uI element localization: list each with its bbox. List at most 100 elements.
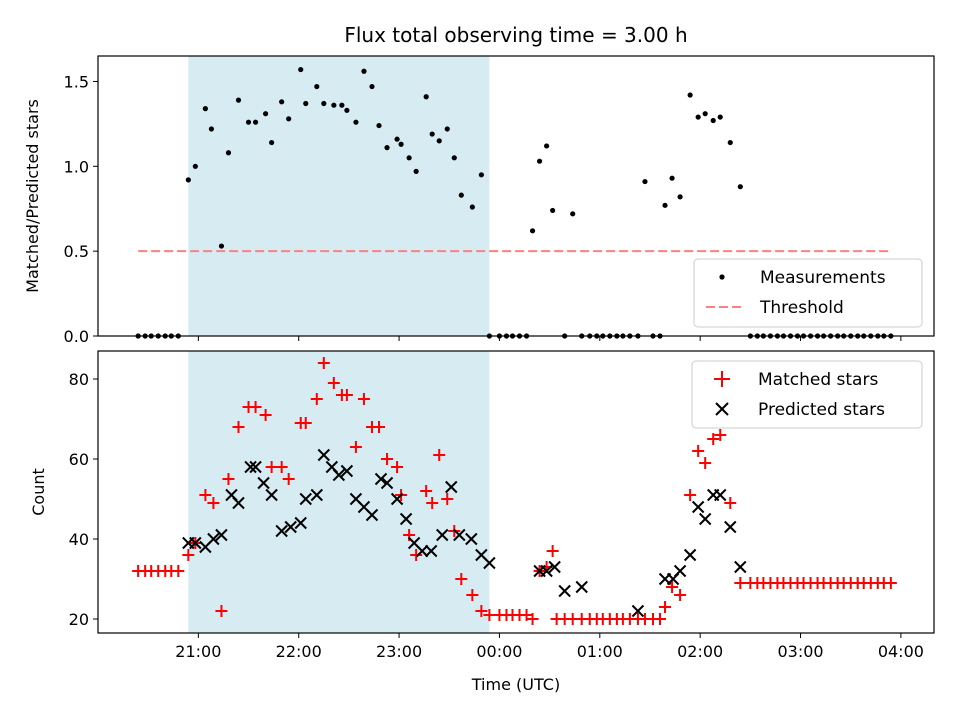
count-x-ticks: 21:00 22:00 23:00 00:00 01:00 02:00 03:00 04:00: [175, 633, 924, 661]
matched-stars-point: [373, 421, 386, 433]
measurements-point: [218, 243, 225, 249]
predicted-legend-marker: [715, 402, 729, 416]
predicted-stars-point: [714, 488, 727, 502]
measurements-point: [544, 143, 550, 149]
measurements-point: [353, 119, 359, 125]
predicted-stars-point: [734, 560, 747, 574]
matched-stars-point: [381, 453, 394, 465]
measurements-point: [286, 116, 292, 122]
measurements-point: [727, 139, 733, 146]
predicted-stars-point: [340, 464, 354, 478]
ratio-y-tick-label: 0.5: [64, 242, 89, 261]
predicted-stars-point: [189, 536, 202, 550]
matched-legend-marker: [714, 371, 730, 387]
measurements-point: [429, 131, 435, 137]
measurements-point: [344, 107, 350, 113]
matched-stars-point: [734, 577, 747, 589]
predicted-stars-point: [390, 492, 404, 506]
matched-stars-point: [310, 393, 323, 405]
count-y-tick-label: 40: [69, 530, 89, 549]
x-tick-label: 21:00: [175, 642, 221, 661]
ratio-x-ticks: [197, 336, 902, 341]
measurements-point: [279, 99, 285, 105]
matched-stars-point: [299, 417, 312, 429]
matched-stars-point: [357, 393, 370, 405]
matched-stars-point: [249, 401, 262, 413]
chart-title: Flux total observing time = 3.00 h: [344, 23, 687, 47]
measurements-point: [361, 68, 367, 74]
matched-stars-point: [199, 489, 212, 501]
predicted-stars-point: [698, 512, 712, 526]
matched-stars-point: [666, 581, 679, 593]
ratio-y-tick-label: 1.0: [64, 157, 89, 176]
count-y-tick-label: 60: [69, 450, 89, 469]
matched-stars-point: [232, 421, 245, 433]
predicted-stars-point: [575, 580, 588, 594]
predicted-stars-point: [232, 496, 245, 510]
predicted-stars-point: [683, 548, 697, 562]
predicted-stars-point: [294, 516, 307, 530]
measurements-point: [192, 163, 198, 169]
x-tick-label: 02:00: [677, 642, 723, 661]
predicted-stars-point: [244, 460, 257, 474]
measurements-point: [303, 100, 309, 107]
x-tick-label: 22:00: [276, 642, 322, 661]
count-legend: Matched stars Predicted stars: [691, 360, 923, 429]
predicted-stars-point: [673, 564, 687, 578]
predicted-stars-point: [299, 492, 312, 506]
measurements-point: [451, 155, 457, 161]
matched-stars-point: [340, 389, 353, 401]
predicted-stars-point: [275, 524, 288, 538]
predicted-stars-point: [691, 500, 705, 514]
matched-stars-point: [275, 461, 288, 473]
matched-stars-point: [410, 549, 423, 561]
measurements-point: [436, 138, 442, 144]
measurements-point: [677, 194, 683, 200]
count-panel-frame: [97, 350, 935, 634]
ratio-legend-box: [693, 258, 923, 328]
matched-stars-point: [714, 429, 727, 441]
predicted-stars-point: [436, 528, 449, 542]
matched-stars-point: [259, 409, 272, 421]
predicted-stars-point: [215, 528, 228, 542]
predicted-stars-point: [453, 528, 466, 542]
measurements-point: [269, 139, 275, 146]
predicted-stars-point: [631, 604, 645, 618]
measurements-legend-label: Measurements: [760, 268, 886, 288]
measurements-point: [376, 122, 382, 129]
predicted-stars-point: [207, 532, 220, 546]
count-y-tick-label: 20: [69, 610, 89, 629]
measurements-point: [570, 211, 576, 217]
predicted-stars-point: [465, 532, 478, 546]
predicted-stars-point: [257, 476, 270, 490]
matched-stars-point: [282, 473, 295, 485]
matched-stars-point: [466, 589, 479, 601]
ratio-y-axis-label: Matched/Predicted stars: [23, 99, 42, 293]
measurements-point: [384, 145, 390, 151]
matched-stars-point: [475, 605, 488, 617]
measurements-point: [669, 175, 675, 181]
predicted-stars-point: [558, 584, 571, 598]
matched-stars-point: [433, 449, 446, 461]
matched-stars-point: [699, 457, 712, 469]
matched-stars-point: [707, 433, 720, 445]
count-y-ticks: 20 40 60 80: [69, 370, 98, 629]
matched-stars-point: [207, 497, 220, 509]
observing-window-shade: [188, 351, 490, 633]
matched-stars-point: [391, 461, 404, 473]
matched-stars-point: [546, 545, 559, 557]
measurements-point: [413, 168, 419, 174]
matched-stars-point: [684, 489, 697, 501]
matched-stars-point: [182, 549, 195, 561]
count-panel: 20 40 60 80 21:00 22:00 23:00 00:00 01:00 02:00 0…: [29, 350, 935, 694]
predicted-stars-point: [374, 472, 388, 486]
measurements-point: [717, 114, 723, 120]
matched-stars-point: [654, 613, 667, 625]
measurements-point: [252, 119, 259, 125]
matched-stars-point: [327, 377, 340, 389]
matched-legend-label: Matched stars: [758, 370, 878, 390]
count-marks: [132, 357, 897, 625]
measurements-point: [423, 94, 429, 100]
predicted-legend-label: Predicted stars: [758, 400, 885, 420]
measurements-point: [263, 111, 269, 117]
